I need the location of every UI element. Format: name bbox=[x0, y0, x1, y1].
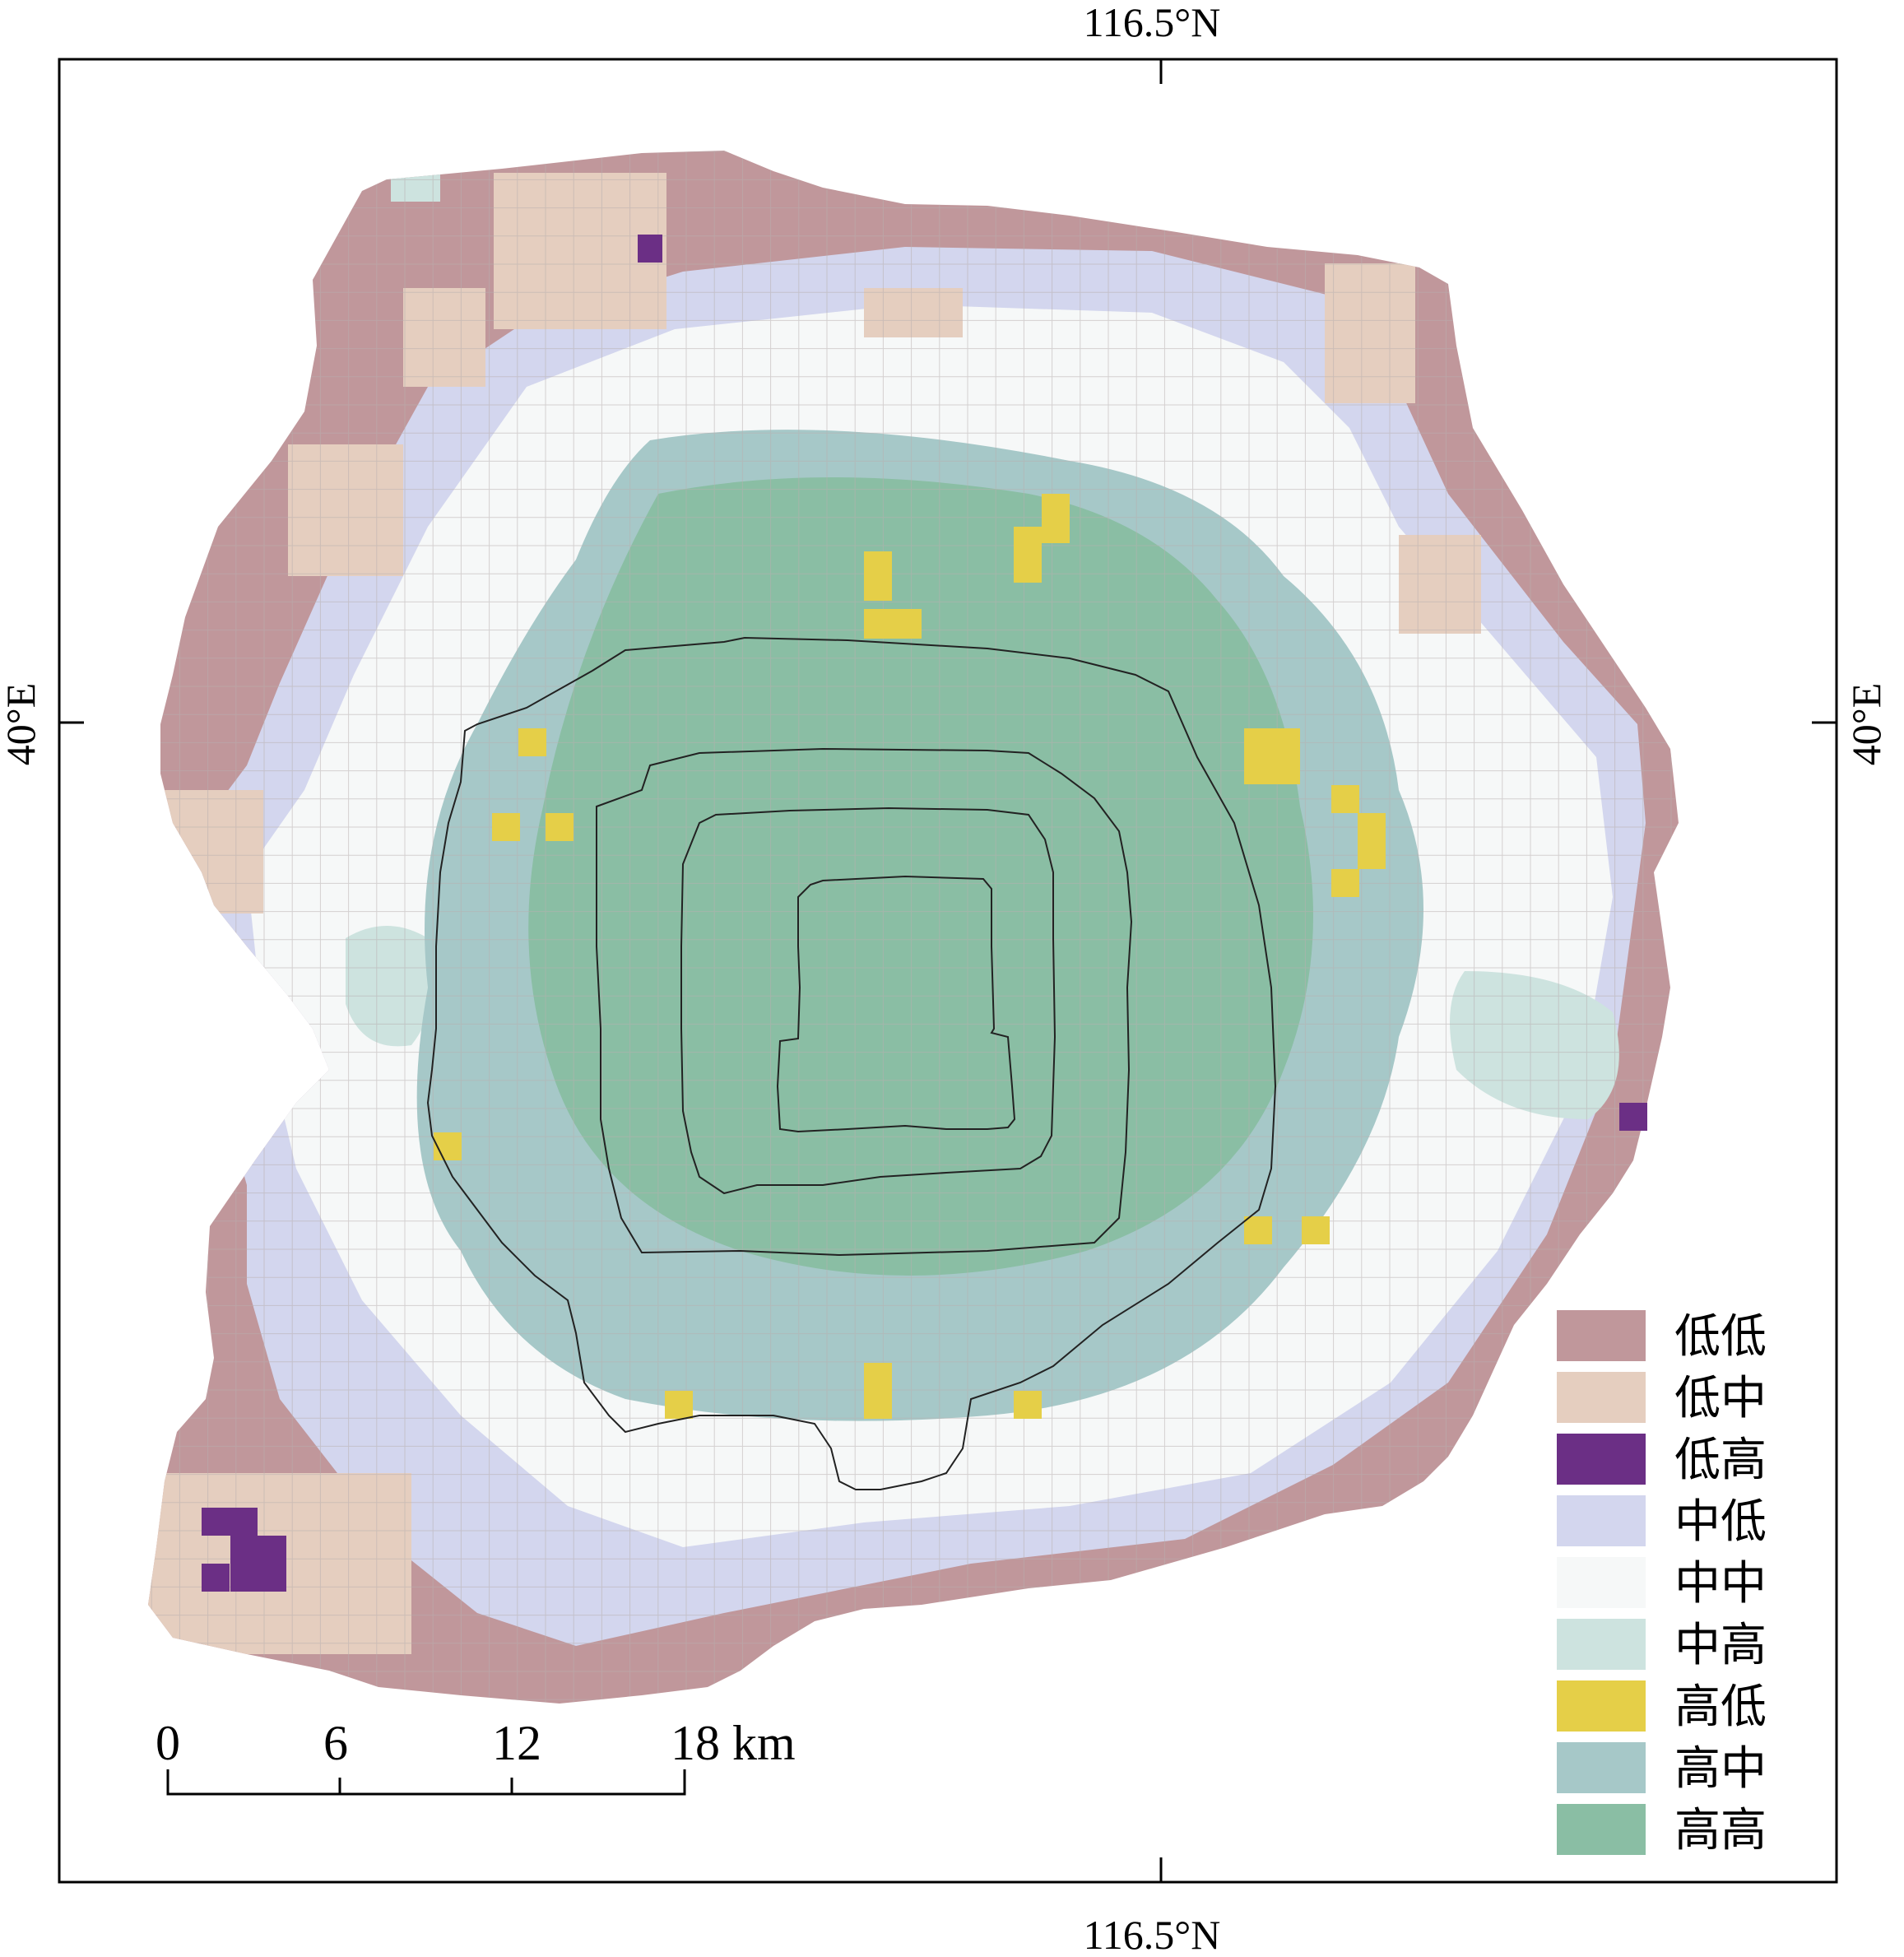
scale-label-6: 6 bbox=[323, 1716, 348, 1770]
legend-item-mid-low: 中低 bbox=[1557, 1495, 1767, 1549]
fourth-ring-road bbox=[596, 747, 1133, 1257]
scale-label-0: 0 bbox=[156, 1716, 180, 1770]
legend-label-low-mid: 低中 bbox=[1674, 1372, 1767, 1425]
legend-item-mid-mid: 中中 bbox=[1557, 1557, 1767, 1611]
legend-swatch-low-high bbox=[1557, 1434, 1646, 1485]
scale-bar-line bbox=[166, 1769, 686, 1796]
legend-item-mid-high: 中高 bbox=[1557, 1619, 1767, 1672]
zone-mid-high-east bbox=[1450, 971, 1619, 1119]
frame-ticks bbox=[59, 59, 1837, 1882]
fifth-ring-road bbox=[426, 636, 1277, 1490]
legend-swatch-high-high bbox=[1557, 1804, 1646, 1855]
scale-bar: 0 6 12 18 km bbox=[156, 1716, 796, 1796]
legend-swatch-low-low bbox=[1557, 1310, 1646, 1361]
second-ring-road bbox=[776, 875, 1016, 1133]
zone-mid-high-west bbox=[346, 926, 434, 1047]
legend-swatch-low-mid bbox=[1557, 1372, 1646, 1423]
legend-label-high-high: 高高 bbox=[1674, 1804, 1767, 1857]
legend-item-low-low: 低低 bbox=[1557, 1310, 1767, 1364]
legend-item-high-high: 高高 bbox=[1557, 1804, 1767, 1857]
coord-label-right: 40°E bbox=[1843, 683, 1889, 766]
coord-label-left: 40°E bbox=[0, 683, 44, 766]
legend-swatch-mid-low bbox=[1557, 1495, 1646, 1546]
legend-label-low-low: 低低 bbox=[1674, 1310, 1767, 1364]
legend-label-mid-high: 中高 bbox=[1674, 1619, 1767, 1672]
legend-swatch-mid-mid bbox=[1557, 1557, 1646, 1608]
legend: 低低 低中 低高 中低 中中 中高 高低 高中 bbox=[1557, 1310, 1767, 1857]
legend-label-high-mid: 高中 bbox=[1674, 1742, 1767, 1796]
coord-label-top: 116.5°N bbox=[1084, 0, 1221, 45]
legend-swatch-mid-high bbox=[1557, 1619, 1646, 1670]
coord-label-bottom: 116.5°N bbox=[1084, 1912, 1221, 1957]
legend-item-high-mid: 高中 bbox=[1557, 1742, 1767, 1796]
legend-label-mid-low: 中低 bbox=[1674, 1495, 1767, 1549]
legend-swatch-high-mid bbox=[1557, 1742, 1646, 1793]
legend-label-mid-mid: 中中 bbox=[1674, 1557, 1767, 1611]
legend-item-high-low: 高低 bbox=[1557, 1680, 1767, 1734]
legend-label-high-low: 高低 bbox=[1674, 1680, 1767, 1734]
high-low-cells bbox=[434, 494, 1386, 1419]
third-ring-road bbox=[680, 807, 1056, 1195]
scale-label-18: 18 km bbox=[671, 1716, 796, 1770]
legend-item-low-mid: 低中 bbox=[1557, 1372, 1767, 1425]
scale-label-12: 12 bbox=[492, 1716, 541, 1770]
low-high-cells bbox=[202, 235, 1647, 1592]
city-zones bbox=[148, 151, 1679, 1704]
ring-roads bbox=[426, 636, 1277, 1490]
legend-label-low-high: 低高 bbox=[1674, 1434, 1767, 1487]
legend-item-low-high: 低高 bbox=[1557, 1434, 1767, 1487]
legend-swatch-high-low bbox=[1557, 1680, 1646, 1732]
